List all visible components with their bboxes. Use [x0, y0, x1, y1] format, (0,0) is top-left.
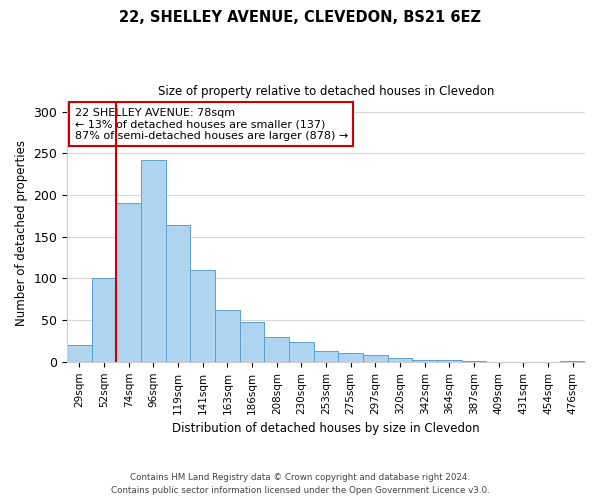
- Bar: [67, 345, 92, 362]
- Title: Size of property relative to detached houses in Clevedon: Size of property relative to detached ho…: [158, 85, 494, 98]
- Bar: [166, 225, 190, 362]
- Bar: [462, 361, 487, 362]
- Text: 22, SHELLEY AVENUE, CLEVEDON, BS21 6EZ: 22, SHELLEY AVENUE, CLEVEDON, BS21 6EZ: [119, 10, 481, 25]
- Bar: [141, 160, 166, 362]
- Bar: [215, 310, 240, 362]
- Bar: [560, 361, 585, 362]
- Bar: [338, 354, 363, 362]
- Bar: [363, 355, 388, 362]
- Bar: [190, 270, 215, 362]
- Bar: [265, 337, 289, 362]
- Bar: [314, 351, 338, 362]
- Bar: [289, 342, 314, 362]
- Text: Contains HM Land Registry data © Crown copyright and database right 2024.
Contai: Contains HM Land Registry data © Crown c…: [110, 474, 490, 495]
- X-axis label: Distribution of detached houses by size in Clevedon: Distribution of detached houses by size …: [172, 422, 480, 435]
- Bar: [240, 322, 265, 362]
- Bar: [412, 360, 437, 362]
- Bar: [437, 360, 462, 362]
- Y-axis label: Number of detached properties: Number of detached properties: [15, 140, 28, 326]
- Bar: [92, 278, 116, 362]
- Bar: [116, 204, 141, 362]
- Bar: [388, 358, 412, 362]
- Text: 22 SHELLEY AVENUE: 78sqm
← 13% of detached houses are smaller (137)
87% of semi-: 22 SHELLEY AVENUE: 78sqm ← 13% of detach…: [74, 108, 348, 140]
